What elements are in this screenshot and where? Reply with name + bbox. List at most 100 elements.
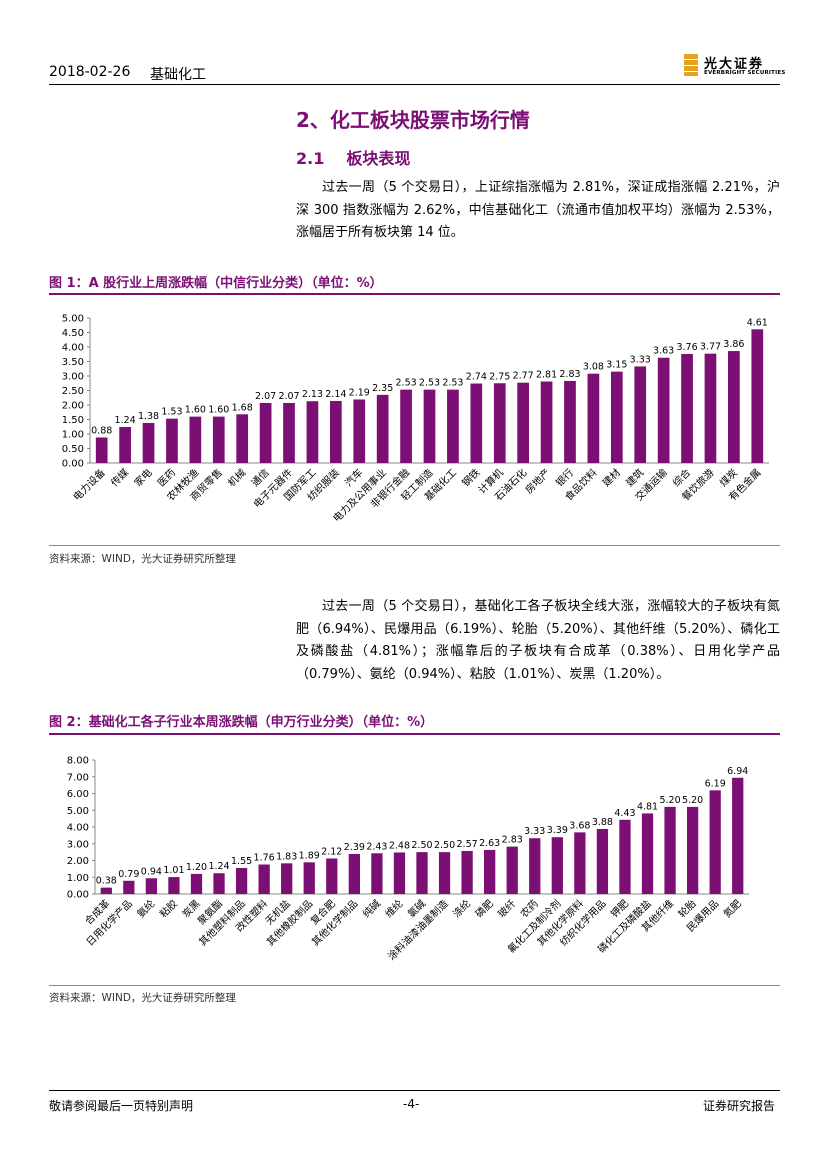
fig1-y-tick-label: 1.00: [62, 430, 84, 441]
figure-2-svg: 0.00 1.00 2.00 3.00 4.00 5.00 6.00 7.00 8.00 0.38…: [67, 756, 749, 963]
fig1-bar: [681, 353, 693, 463]
figure-2-source: 资料来源：WIND，光大证券研究所整理: [49, 992, 236, 1004]
fig1-category-label: 传媒: [109, 467, 132, 490]
fig1-data-label: 2.13: [302, 389, 323, 400]
fig1-y-tick-label: 2.00: [62, 401, 84, 412]
fig1-category-label: 房地产: [522, 466, 552, 496]
fig2-y-tick-label: 3.00: [67, 839, 89, 850]
fig2-y-tick-label: 6.00: [67, 789, 89, 800]
subsection-title: 2.1 板块表现: [296, 145, 410, 169]
fig1-data-label: 1.60: [208, 405, 229, 416]
fig2-bar: [258, 864, 270, 894]
fig1-bar: [517, 382, 530, 463]
fig1-bar: [751, 329, 764, 463]
fig2-data-label: 6.19: [705, 778, 726, 789]
fig2-bar: [686, 806, 699, 894]
logo-mark-icon: [684, 54, 698, 76]
fig1-data-label: 4.61: [747, 317, 768, 328]
fig2-data-label: 5.20: [682, 795, 703, 806]
logo-text-en: EVERBRIGHT SECURITIES: [704, 70, 786, 76]
fig1-data-label: 2.77: [513, 371, 534, 382]
fig2-data-label: 0.79: [118, 869, 139, 880]
fig2-data-label: 2.50: [411, 840, 432, 851]
fig1-data-label: 3.33: [630, 354, 651, 365]
fig1-y-tick-label: 4.00: [62, 343, 84, 354]
fig2-bar: [664, 806, 676, 894]
fig1-bar: [587, 373, 600, 463]
fig1-bar: [400, 389, 412, 463]
fig1-data-label: 3.63: [653, 346, 674, 357]
fig1-bar: [95, 437, 108, 463]
fig1-data-label: 2.19: [349, 387, 370, 398]
fig1-y-tick-label: 5.00: [62, 314, 84, 325]
fig2-bar: [145, 878, 158, 894]
fig1-y-tick-label: 0.50: [62, 444, 84, 455]
fig2-data-label: 3.68: [569, 820, 590, 831]
fig2-data-label: 5.20: [659, 795, 680, 806]
fig2-bar: [416, 852, 428, 894]
fig1-data-label: 2.53: [419, 378, 440, 389]
fig2-data-label: 2.12: [321, 846, 342, 857]
fig2-y-tick-label: 4.00: [67, 823, 89, 834]
fig2-category-label: 涤纶: [450, 897, 473, 920]
fig2-data-label: 4.43: [614, 808, 635, 819]
fig1-bar: [189, 416, 202, 463]
fig1-data-label: 2.83: [559, 369, 580, 380]
paragraph-subsector-summary: 过去一周（5 个交易日），基础化工各子板块全线大涨，涨幅较大的子板块有氮肥（6.…: [296, 596, 780, 686]
figure-1-title: 图 1：A 股行业上周涨跌幅（中信行业分类）（单位：%）: [49, 276, 383, 291]
fig1-data-label: 2.53: [396, 378, 417, 389]
header-rule: [49, 84, 780, 85]
fig1-bar: [259, 402, 272, 463]
paragraph-market-summary: 过去一周（5 个交易日），上证综指涨幅为 2.81%，深证成指涨幅 2.21%，…: [296, 177, 780, 245]
header-date: 2018-02-26: [49, 64, 131, 80]
fig2-bar: [281, 863, 293, 894]
fig1-data-label: 2.75: [489, 371, 510, 382]
fig2-bar: [709, 790, 721, 894]
fig2-category-label: 粘胶: [157, 897, 180, 920]
fig2-y-tick-label: 7.00: [67, 772, 89, 783]
fig1-data-label: 3.86: [723, 339, 744, 350]
fig1-bar: [610, 371, 623, 463]
fig2-data-label: 2.50: [434, 840, 455, 851]
fig2-bar: [168, 877, 180, 894]
section-title: 2、化工板块股票市场行情: [296, 108, 530, 132]
fig1-data-label: 1.68: [232, 402, 253, 413]
fig1-data-label: 2.07: [278, 391, 299, 402]
fig2-data-label: 4.81: [637, 801, 658, 812]
fig2-data-label: 1.01: [163, 865, 184, 876]
fig2-bar: [641, 813, 654, 894]
fig1-bar: [119, 427, 131, 463]
fig1-data-label: 1.60: [185, 405, 206, 416]
fig2-bar: [506, 846, 518, 894]
fig2-bar: [213, 873, 225, 894]
figure-2-title: 图 2：基础化工各子行业本周涨跌幅（申万行业分类）（单位：%）: [49, 715, 434, 730]
fig1-bar: [728, 351, 740, 463]
fig1-category-label: 电力设备: [70, 466, 107, 503]
fig2-bar: [100, 887, 112, 894]
subsection-text: 板块表现: [346, 149, 411, 168]
fig2-bar: [326, 858, 338, 894]
fig2-data-label: 0.38: [96, 876, 117, 887]
fig2-bar: [529, 838, 541, 894]
fig1-y-tick-label: 4.50: [62, 328, 84, 339]
fig2-data-label: 1.55: [231, 856, 252, 867]
fig2-bar: [484, 849, 496, 894]
fig2-bar: [732, 777, 744, 894]
fig2-bar: [574, 832, 586, 894]
fig2-bar: [123, 880, 135, 894]
subsection-number: 2.1: [296, 149, 325, 168]
fig2-y-tick-label: 2.00: [67, 856, 89, 867]
fig2-data-label: 3.88: [592, 817, 613, 828]
fig1-y-tick-label: 0.00: [62, 459, 84, 470]
figure-1-svg: 0.00 0.50 1.00 1.50 2.00 2.50 3.00 3.50 4.00 4.50…: [62, 314, 769, 525]
fig2-category-label: 维纶: [382, 897, 405, 920]
fig1-bar: [236, 414, 249, 463]
fig2-y-tick-label: 8.00: [67, 756, 89, 767]
fig2-bar: [461, 850, 473, 894]
figure-2-bottom-rule: [49, 985, 780, 986]
paragraph-1-text: 过去一周（5 个交易日），上证综指涨幅为 2.81%，深证成指涨幅 2.21%，…: [296, 180, 780, 240]
fig1-category-label: 家电: [131, 466, 154, 489]
fig1-bar: [493, 383, 506, 463]
fig2-category-label: 磷肥: [472, 897, 495, 920]
footer-rule: [49, 1090, 780, 1091]
